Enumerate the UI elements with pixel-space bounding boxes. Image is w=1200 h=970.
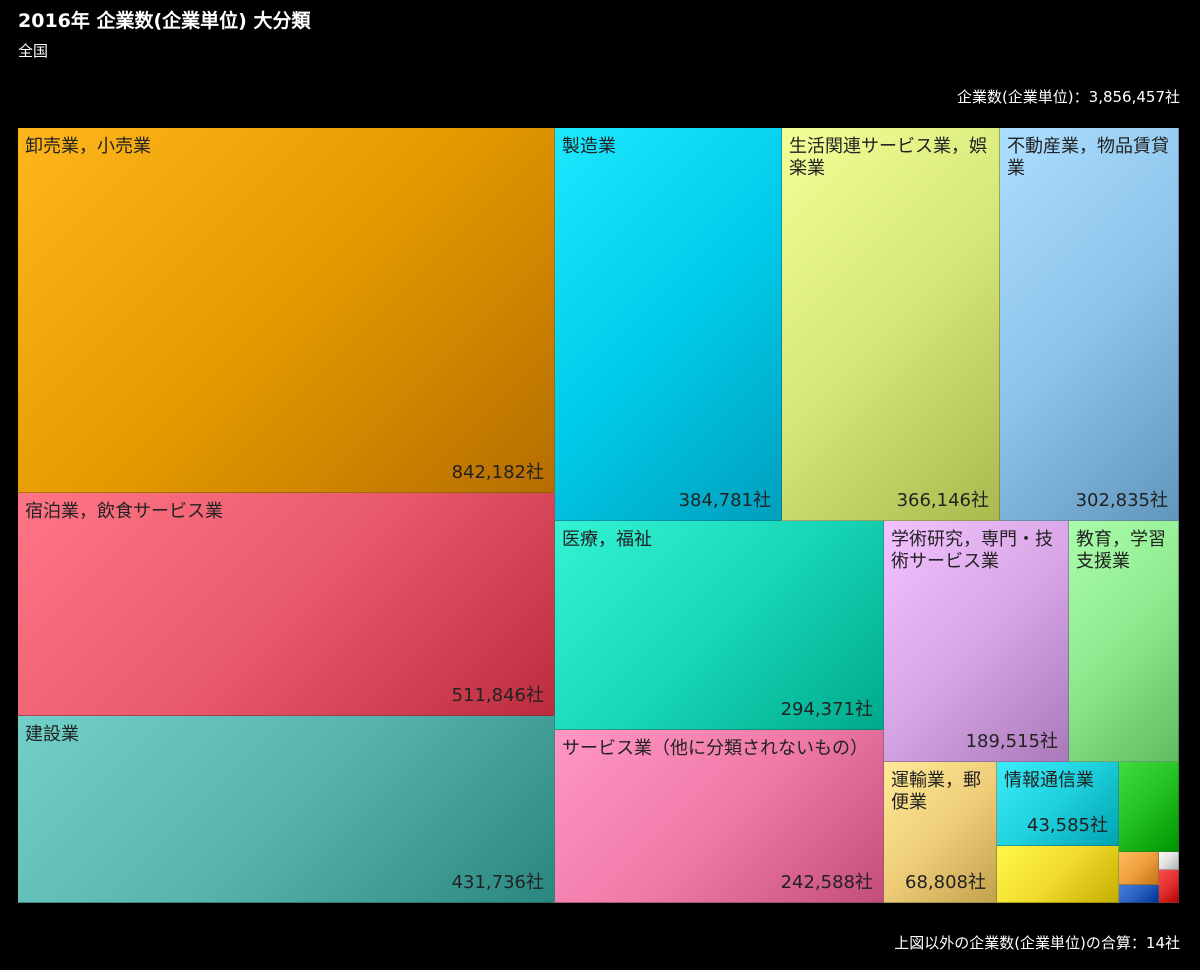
tile-value: 366,146社 xyxy=(896,490,989,511)
treemap-tile: 建設業 431,736社 xyxy=(18,716,555,903)
tile-label: 情報通信業 xyxy=(1004,770,1094,791)
tile-value: 43,585社 xyxy=(1027,815,1108,836)
tile-value: 242,588社 xyxy=(780,872,873,893)
tile-value: 302,835社 xyxy=(1075,490,1168,511)
treemap-tile xyxy=(1159,870,1179,903)
treemap-tile: 教育，学習支援業 xyxy=(1069,521,1179,762)
treemap-tile: 医療，福祉 294,371社 xyxy=(555,521,884,730)
tile-value: 68,808社 xyxy=(905,872,986,893)
tile-value: 189,515社 xyxy=(965,731,1058,752)
tile-label: 製造業 xyxy=(562,136,616,157)
treemap-tile: 製造業 384,781社 xyxy=(555,128,782,521)
treemap-tile xyxy=(1119,885,1159,903)
treemap-tile xyxy=(1119,852,1159,885)
tile-label: 教育，学習支援業 xyxy=(1076,529,1166,572)
chart-subtitle: 全国 xyxy=(18,42,49,60)
treemap-tile: サービス業（他に分類されないもの） 242,588社 xyxy=(555,730,884,903)
chart-title: 2016年 企業数(企業単位) 大分類 xyxy=(18,10,311,32)
tile-label: 学術研究，専門・技術サービス業 xyxy=(891,529,1053,572)
tile-value: 842,182社 xyxy=(451,462,544,483)
tile-label: 建設業 xyxy=(25,724,79,745)
tile-label: 運輸業，郵便業 xyxy=(891,770,981,813)
tile-label: 不動産業，物品賃貸業 xyxy=(1007,136,1169,179)
treemap-tile: 運輸業，郵便業 68,808社 xyxy=(884,762,997,903)
tile-value: 384,781社 xyxy=(678,490,771,511)
treemap-tile xyxy=(997,846,1119,903)
treemap-tile: 学術研究，専門・技術サービス業 189,515社 xyxy=(884,521,1069,762)
treemap-tile xyxy=(1119,762,1179,852)
tile-value: 431,736社 xyxy=(451,872,544,893)
treemap-tile: 卸売業，小売業 842,182社 xyxy=(18,128,555,493)
tile-label: 宿泊業，飲食サービス業 xyxy=(25,501,223,522)
other-total: 上図以外の企業数(企業単位)の合算：14社 xyxy=(894,934,1180,952)
tile-value: 511,846社 xyxy=(451,685,544,706)
treemap: 卸売業，小売業 842,182社宿泊業，飲食サービス業 511,846社建設業 431… xyxy=(18,128,1179,903)
treemap-tile: 不動産業，物品賃貸業 302,835社 xyxy=(1000,128,1179,521)
tile-label: 医療，福祉 xyxy=(562,529,652,550)
treemap-tile: 生活関連サービス業，娯楽業 366,146社 xyxy=(782,128,1000,521)
tile-label: 生活関連サービス業，娯楽業 xyxy=(789,136,987,179)
tile-value: 294,371社 xyxy=(780,699,873,720)
treemap-tile xyxy=(1159,852,1179,870)
tile-label: 卸売業，小売業 xyxy=(25,136,151,157)
treemap-tile: 宿泊業，飲食サービス業 511,846社 xyxy=(18,493,555,716)
total-count: 企業数(企業単位)：3,856,457社 xyxy=(956,88,1180,106)
treemap-tile: 情報通信業 43,585社 xyxy=(997,762,1119,846)
tile-label: サービス業（他に分類されないもの） xyxy=(562,738,868,759)
